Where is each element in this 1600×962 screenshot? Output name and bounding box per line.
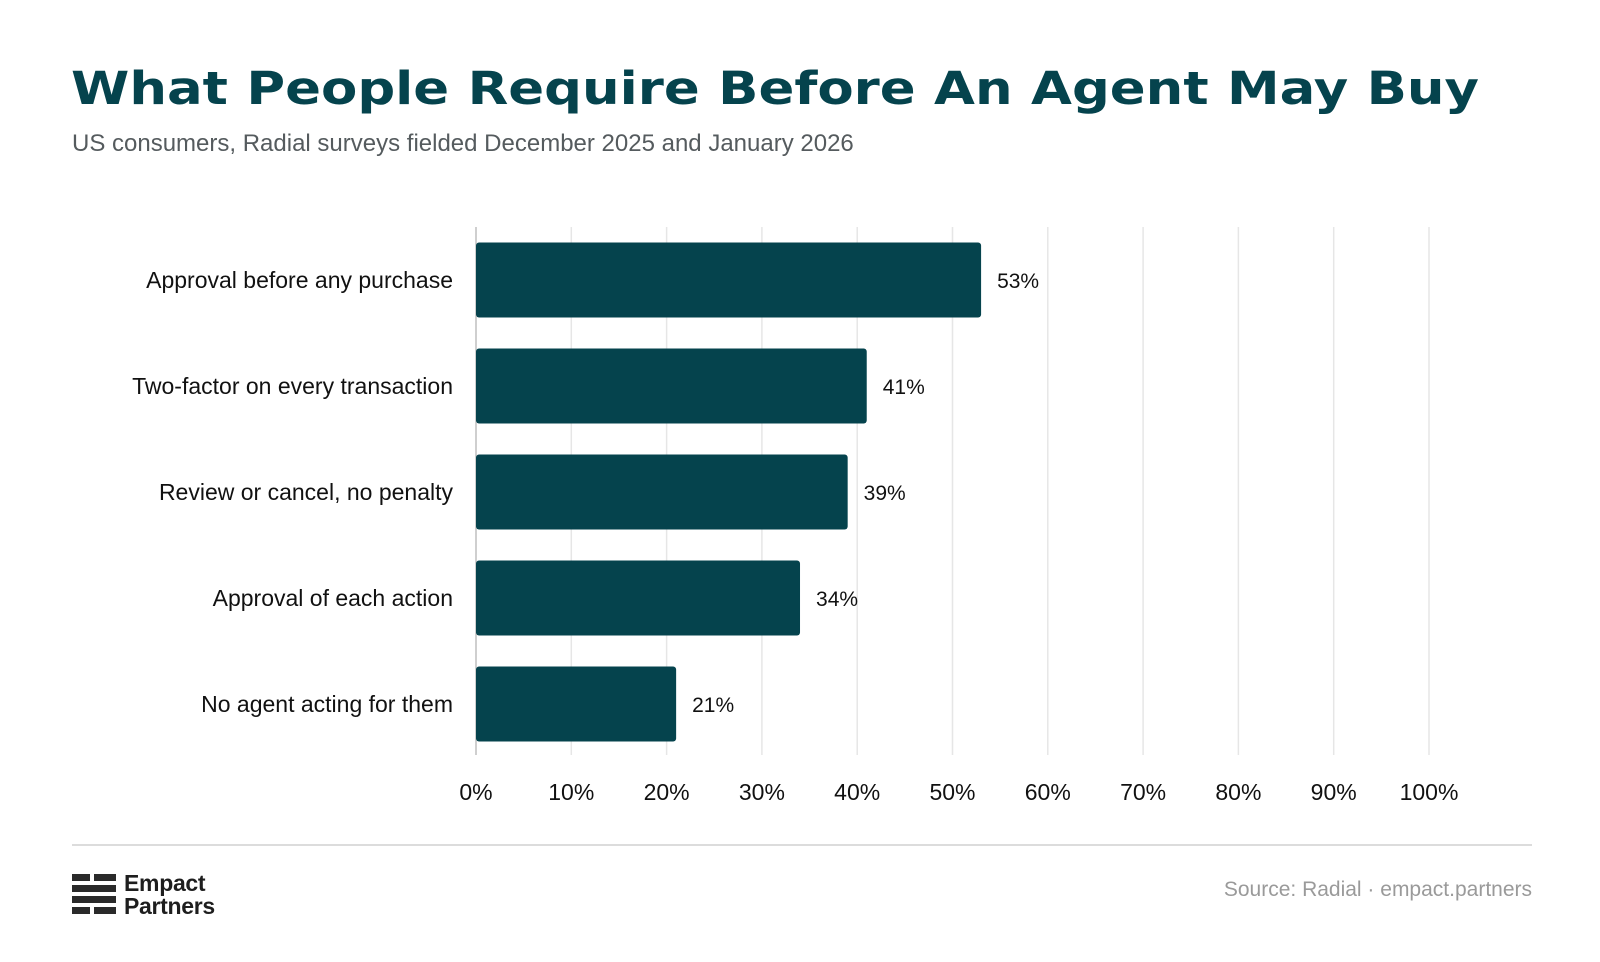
logo-text-line1: Empact xyxy=(124,870,206,896)
chart-title: What People Require Before An Agent May … xyxy=(71,62,1480,115)
value-label: 34% xyxy=(816,588,858,611)
bar xyxy=(476,242,982,318)
x-tick-label: 80% xyxy=(1215,779,1261,805)
empact-logo-icon xyxy=(72,874,116,916)
x-tick-label: 10% xyxy=(548,779,594,805)
x-tick-label: 30% xyxy=(739,779,785,805)
category-label: Approval before any purchase xyxy=(146,267,453,293)
x-tick-label: 100% xyxy=(1400,779,1459,805)
bar xyxy=(476,560,801,636)
category-label: No agent acting for them xyxy=(201,691,453,717)
x-tick-label: 40% xyxy=(834,779,880,805)
bar xyxy=(476,454,848,530)
bar-chart: 0% 10% 20% 30% 40% 50% 60% 70% 80% 90% 100% Approva… xyxy=(132,227,1458,805)
empact-partners-logo: Empact Partners xyxy=(72,872,215,918)
labels: 0% 10% 20% 30% 40% 50% 60% 70% 80% 90% 100% Approva… xyxy=(132,267,1458,805)
source-note: Source: Radial · empact.partners xyxy=(1223,878,1532,901)
x-tick-label: 70% xyxy=(1120,779,1166,805)
footer-divider xyxy=(72,844,1532,846)
value-label: 41% xyxy=(883,376,925,399)
value-label: 21% xyxy=(692,694,734,717)
x-tick-label: 90% xyxy=(1311,779,1357,805)
x-tick-label: 20% xyxy=(644,779,690,805)
value-label: 53% xyxy=(997,270,1039,293)
bars xyxy=(476,242,982,742)
chart-subtitle: US consumers, Radial surveys fielded Dec… xyxy=(72,130,854,157)
x-tick-label: 60% xyxy=(1025,779,1071,805)
x-tick-label: 0% xyxy=(459,779,492,805)
bar xyxy=(476,348,867,424)
category-label: Approval of each action xyxy=(213,585,453,611)
value-label: 39% xyxy=(864,482,906,505)
category-label: Review or cancel, no penalty xyxy=(159,479,454,505)
logo-text-line2: Partners xyxy=(124,893,215,919)
bar xyxy=(476,666,677,742)
x-tick-label: 50% xyxy=(929,779,975,805)
category-label: Two-factor on every transaction xyxy=(132,373,453,399)
